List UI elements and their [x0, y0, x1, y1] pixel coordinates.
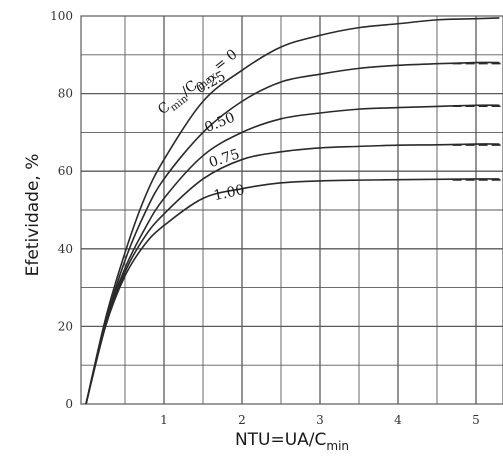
x-tick-label: 4	[394, 413, 402, 427]
curve-0.75	[85, 143, 500, 405]
y-tick-labels: 0 20 40 60 80 100	[50, 9, 73, 411]
curve-1.00	[85, 178, 500, 405]
y-tick-label: 20	[58, 319, 73, 333]
y-tick-label: 40	[58, 242, 73, 256]
x-tick-label: 2	[238, 413, 246, 427]
x-axis-label: NTU=UA/Cmin	[235, 430, 349, 453]
x-tick-label: 1	[160, 413, 168, 427]
y-tick-label: 0	[65, 397, 73, 411]
curves	[85, 17, 500, 405]
x-tick-label: 3	[316, 413, 324, 427]
curve-0.25	[85, 61, 500, 405]
y-tick-label: 100	[50, 9, 73, 23]
asymptote-dashes	[452, 62, 503, 181]
y-tick-label: 60	[58, 164, 73, 178]
x-tick-label: 5	[472, 413, 480, 427]
x-tick-labels: 1 2 3 4 5	[160, 413, 480, 427]
curve-0	[85, 17, 500, 405]
curve-0.50	[85, 104, 500, 405]
curve-label-1.00: 1.00	[212, 182, 246, 204]
grid	[80, 15, 503, 405]
y-tick-label: 80	[58, 87, 73, 101]
curve-labels: Cmin/Cmax = 00.250.500.751.00	[155, 46, 246, 204]
y-axis-label: Efetividade, %	[23, 154, 43, 277]
